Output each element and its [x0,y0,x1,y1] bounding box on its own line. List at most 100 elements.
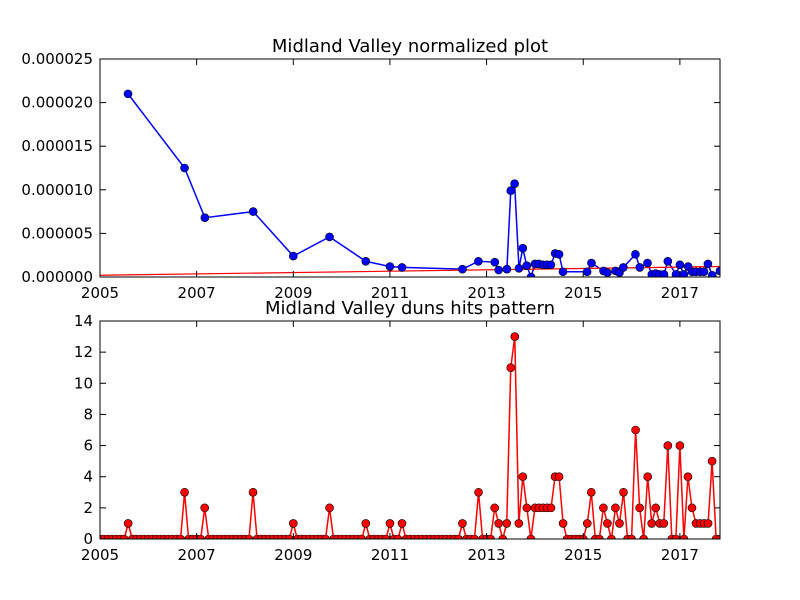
data-point [474,256,483,266]
chart-title: Midland Valley duns hits pattern [265,298,555,319]
data-point [506,186,516,195]
data-point [288,519,298,528]
data-point [119,534,129,539]
data-point [683,472,693,482]
y-tick-label: 12 [74,343,93,361]
data-point [180,163,189,173]
y-tick-label: 0.000025 [21,50,93,68]
data-point [393,534,403,539]
data-point [635,263,645,272]
data-point [639,534,648,539]
data-point [385,519,395,528]
data-point [619,487,628,497]
y-tick-label: 0.000005 [21,224,93,242]
data-point [123,89,133,99]
data-point [361,256,371,266]
data-point [397,519,407,528]
data-point [675,441,685,450]
x-tick-label: 2013 [468,284,506,302]
data-point [397,263,407,272]
data-point [599,503,608,513]
data-point [707,456,717,466]
data-point [284,534,294,539]
data-point [586,487,596,497]
data-point [502,264,512,274]
data-point [522,261,532,270]
y-tick-label: 0 [83,530,93,548]
data-point [123,519,133,528]
data-point [321,534,330,539]
data-point [200,503,209,513]
data-point [703,519,713,528]
data-point [671,534,681,539]
data-point [643,258,652,268]
x-tick-label: 2011 [371,284,409,302]
data-point [659,519,669,528]
plot-area [100,89,720,277]
data-point [582,267,592,277]
data-point [631,425,640,435]
x-tick-label: 2015 [564,546,602,564]
data-point [699,267,709,277]
data-point [522,503,532,513]
normalized-plot-chart: Midland Valley normalized plot 2005 2007 2… [21,36,721,302]
x-tick-label: 2013 [468,546,506,564]
data-point [514,519,524,528]
axes-frame [99,58,721,278]
data-point [663,441,673,450]
data-point [381,534,391,539]
data-point [546,260,556,270]
data-point [687,503,697,513]
x-tick-label: 2007 [178,546,216,564]
data-point [518,472,528,482]
x-tick-label: 2009 [274,284,312,302]
data-point [647,519,657,528]
data-point [558,519,568,528]
y-tick-label: 0.000000 [21,268,93,286]
data-point [176,534,185,539]
data-point [546,503,556,513]
data-point [486,534,495,539]
data-point [587,258,596,268]
series-line [100,336,720,539]
data-point [554,472,564,482]
data-point [631,250,640,259]
x-tick-label: 2005 [81,284,119,302]
data-point [663,256,673,266]
data-point [200,213,210,222]
data-point [526,272,536,277]
data-point [595,534,604,539]
data-point [458,264,467,274]
data-point [454,534,463,539]
data-point [474,487,483,497]
data-point [651,503,661,513]
data-point [490,503,499,513]
data-point [288,251,298,261]
x-tick-label: 2009 [274,546,312,564]
data-point [603,268,612,277]
data-point [603,519,612,528]
data-point [615,519,624,528]
data-point [526,534,536,539]
data-point [385,262,395,271]
data-point [180,487,189,497]
axes-frame [99,320,721,540]
y-tick-label: 8 [83,405,93,423]
data-point [715,534,720,539]
data-point [357,534,367,539]
data-point [659,270,669,277]
data-point [490,257,500,267]
data-point [325,503,334,513]
x-tick-label: 2007 [178,284,216,302]
data-point [611,503,620,513]
data-point [619,263,628,272]
data-point [325,232,334,242]
data-point [518,243,528,253]
data-point [502,519,512,528]
data-point [248,207,258,216]
y-tick-label: 0.000015 [21,137,93,155]
duns-hits-chart: Midland Valley duns hits pattern 2005 200… [74,298,721,564]
data-point [514,263,524,273]
data-point [558,267,568,277]
data-point [715,266,720,276]
